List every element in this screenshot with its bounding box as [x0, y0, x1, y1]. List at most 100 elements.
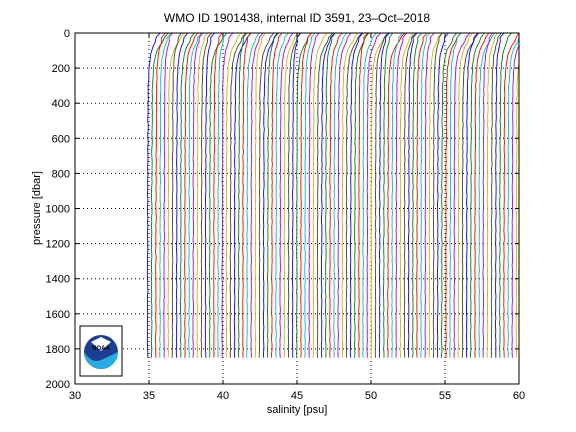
y-tick-label: 0: [64, 28, 70, 40]
y-tick-label: 1000: [46, 204, 70, 216]
salinity-profile: [180, 32, 195, 358]
salinity-profile: [362, 32, 377, 358]
noaa-logo: NOAA: [79, 325, 123, 377]
y-tick-label: 200: [52, 63, 70, 75]
x-tick-label: 60: [513, 390, 525, 402]
x-tick-label: 50: [365, 390, 377, 402]
salinity-profile: [242, 32, 252, 358]
salinity-profile: [155, 32, 166, 358]
salinity-profile: [217, 32, 228, 358]
salinity-profile: [279, 32, 294, 358]
salinity-profile: [296, 32, 312, 358]
salinity-profile: [238, 32, 248, 358]
salinity-profile: [474, 32, 490, 358]
salinity-profile: [196, 32, 209, 358]
salinity-profile: [312, 32, 328, 358]
salinity-profile: [354, 32, 369, 358]
salinity-profile: [345, 32, 363, 358]
salinity-profile: [192, 32, 204, 358]
y-tick-label: 1800: [46, 344, 70, 356]
salinity-profile: [374, 32, 389, 358]
salinity-profile: [271, 32, 283, 358]
salinity-profile: [333, 32, 348, 358]
salinity-profile: [287, 32, 302, 358]
salinity-profile: [445, 32, 462, 358]
salinity-profile: [391, 32, 403, 358]
salinity-profile: [150, 32, 169, 358]
chart-title: WMO ID 1901438, internal ID 3591, 23–Oct…: [164, 11, 430, 25]
x-tick-label: 45: [291, 390, 303, 402]
salinity-profile: [358, 32, 368, 358]
y-tick-label: 2000: [46, 379, 70, 391]
y-tick-label: 1600: [46, 309, 70, 321]
salinity-profile: [515, 33, 520, 358]
salinity-profile: [470, 32, 485, 358]
salinity-profile: [146, 32, 161, 358]
salinity-profile: [482, 32, 494, 358]
salinity-profile: [225, 32, 242, 358]
y-tick-label: 600: [52, 133, 70, 145]
salinity-profile: [275, 32, 289, 358]
salinity-profile: [266, 32, 278, 358]
salinity-profile: [507, 33, 520, 358]
x-ticks: 30 35 40 45 50 55 60: [69, 33, 525, 402]
x-axis-label: salinity [psu]: [267, 404, 328, 416]
salinity-profile: [258, 32, 275, 358]
salinity-profile: [304, 32, 316, 358]
salinity-profile: [420, 32, 431, 358]
salinity-profile: [395, 32, 407, 358]
salinity-profile: [457, 32, 473, 358]
x-tick-label: 30: [69, 390, 81, 402]
salinity-profile: [416, 32, 428, 358]
salinity-profile: [171, 32, 182, 358]
salinity-profile: [399, 32, 414, 358]
salinity-profile: [283, 32, 299, 358]
salinity-profile: [366, 32, 381, 358]
y-tick-label: 800: [52, 168, 70, 180]
salinity-profile: [320, 32, 336, 358]
salinity-profile: [229, 32, 247, 358]
salinity-profile: [383, 32, 394, 358]
salinity-profile: [175, 32, 189, 358]
salinity-profile: [341, 32, 359, 358]
salinity-profile: [188, 32, 202, 358]
salinity-profile: [436, 32, 449, 358]
salinity-profile: [499, 32, 512, 358]
salinity-profile: [490, 32, 502, 358]
salinity-profile: [494, 32, 505, 358]
salinity-profile: [478, 32, 496, 358]
salinity-profile: [407, 32, 418, 358]
salinity-profile: [387, 32, 406, 358]
salinity-profile: [246, 32, 260, 358]
x-tick-label: 40: [217, 390, 229, 402]
x-tick-label: 55: [439, 390, 451, 402]
y-axis-label: pressure [dbar]: [31, 171, 43, 245]
salinity-profile: [208, 32, 228, 358]
y-tick-label: 1200: [46, 239, 70, 251]
salinity-profile: [511, 33, 520, 358]
salinity-profile: [184, 32, 199, 358]
salinity-profile: [432, 32, 443, 358]
salinity-profile: [453, 32, 471, 358]
grid: [75, 33, 519, 384]
y-tick-label: 1400: [46, 274, 70, 286]
y-tick-label: 400: [52, 98, 70, 110]
salinity-profile: [300, 32, 312, 358]
salinity-profile: [486, 32, 499, 358]
y-ticks: 0 200 400 600 800 1000 1200 1400 1600 1800 2000: [46, 28, 519, 391]
salinity-profile: [200, 32, 212, 358]
x-tick-label: 35: [143, 390, 155, 402]
salinity-profile: [503, 32, 520, 358]
salinity-profile: [316, 32, 334, 358]
salinity-profile: [262, 32, 279, 358]
salinity-profile: [163, 32, 173, 358]
salinity-profile: [159, 32, 172, 358]
salinity-profile: [378, 32, 390, 358]
salinity-profile: [204, 32, 215, 358]
salinity-profile: [250, 32, 264, 358]
salinity-profile: [221, 32, 234, 358]
salinity-profile: [441, 32, 458, 358]
salinity-profile: [291, 32, 302, 358]
salinity-profile: [233, 32, 252, 358]
salinity-profile: [370, 32, 389, 358]
